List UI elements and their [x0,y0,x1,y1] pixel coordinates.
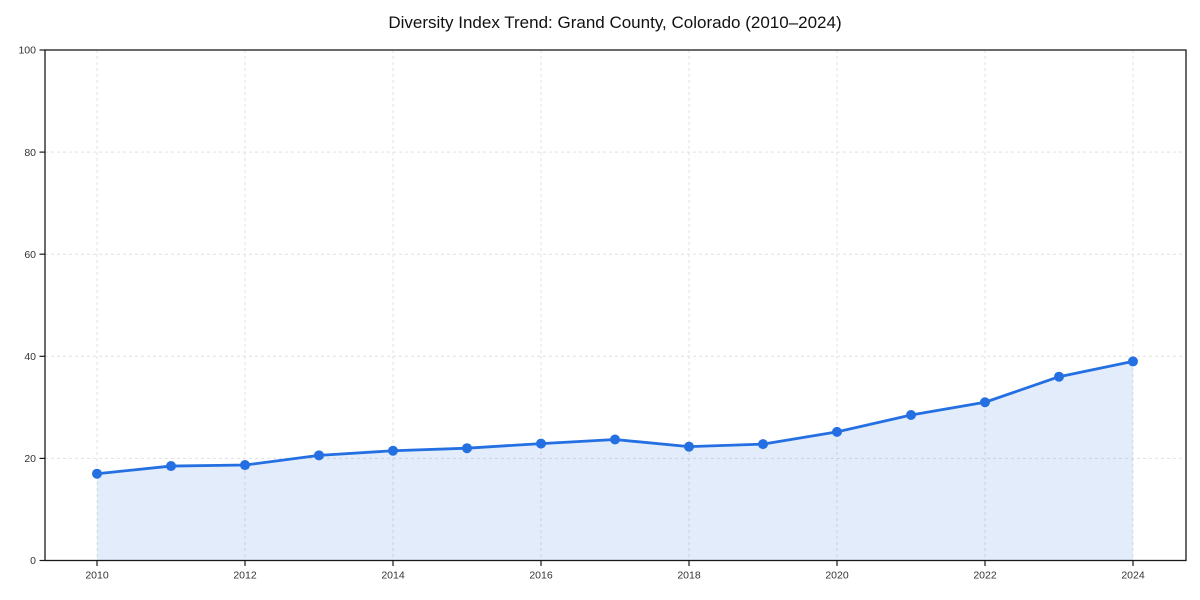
y-tick-label-60: 60 [24,249,36,261]
data-point-2013 [314,450,324,461]
y-tick-label-100: 100 [18,45,36,57]
y-tick-label-0: 0 [30,555,36,567]
axes-layer: 2010 2012 2014 2016 2018 2020 2022 2024 0 20 40 60 8… [18,45,1187,582]
plot-border [44,49,1187,562]
x-tick-label-2014: 2014 [381,570,405,582]
x-tick-label-2012: 2012 [233,570,257,582]
x-tick-label-2010: 2010 [85,570,109,582]
data-point-2010 [92,468,102,479]
data-point-2012 [240,460,250,471]
y-tick-label-20: 20 [24,453,36,465]
chart-title: Diversity Index Trend: Grand County, Col… [388,13,841,32]
series-layer [92,356,1138,561]
x-tick-label-2020: 2020 [825,570,849,582]
data-point-2014 [388,445,398,456]
data-point-2016 [536,438,546,449]
data-point-2020 [832,426,842,437]
data-point-2021 [906,410,916,421]
grid-layer [45,50,1186,561]
data-point-2015 [462,443,472,454]
x-tick-label-2024: 2024 [1121,570,1145,582]
x-tick-label-2016: 2016 [529,570,553,582]
data-point-2022 [980,397,990,408]
area-fill [97,361,1133,561]
y-tick-label-80: 80 [24,147,36,159]
data-point-2017 [610,434,620,445]
data-point-2024 [1128,356,1138,367]
x-tick-label-2018: 2018 [677,570,701,582]
data-point-2019 [758,439,768,450]
y-tick-label-40: 40 [24,351,36,363]
data-point-2018 [684,441,694,452]
data-point-2011 [166,461,176,472]
data-point-2023 [1054,371,1064,382]
x-tick-label-2022: 2022 [973,570,997,582]
